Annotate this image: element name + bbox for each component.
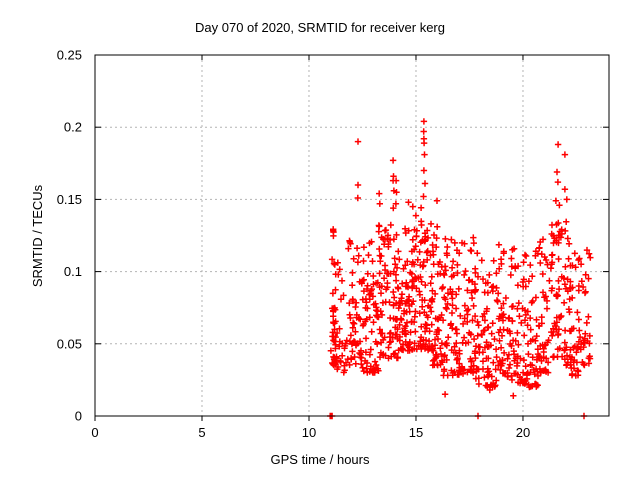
chart-title: Day 070 of 2020, SRMTID for receiver ker…: [195, 20, 445, 35]
y-tick-label: 0: [75, 409, 82, 424]
y-tick-label: 0.25: [57, 48, 82, 63]
y-axis-label: SRMTID / TECUs: [30, 184, 45, 287]
x-axis-label: GPS time / hours: [271, 452, 370, 467]
y-tick-label: 0.05: [57, 336, 82, 351]
tick-labels: 0 5 10 15 20 0 0.05 0.1 0.15 0.2 0.25: [57, 48, 531, 441]
x-tick-label: 0: [91, 425, 98, 440]
scatter-markers: [327, 118, 594, 420]
y-tick-label: 0.1: [64, 264, 82, 279]
axes-frame: [94, 54, 610, 421]
data-points: [327, 118, 594, 420]
x-tick-label: 10: [302, 425, 316, 440]
x-tick-label: 5: [198, 425, 205, 440]
y-tick-label: 0.15: [57, 192, 82, 207]
x-tick-label: 20: [516, 425, 530, 440]
y-tick-label: 0.2: [64, 120, 82, 135]
plot-border: [94, 54, 610, 417]
x-tick-label: 15: [409, 425, 423, 440]
